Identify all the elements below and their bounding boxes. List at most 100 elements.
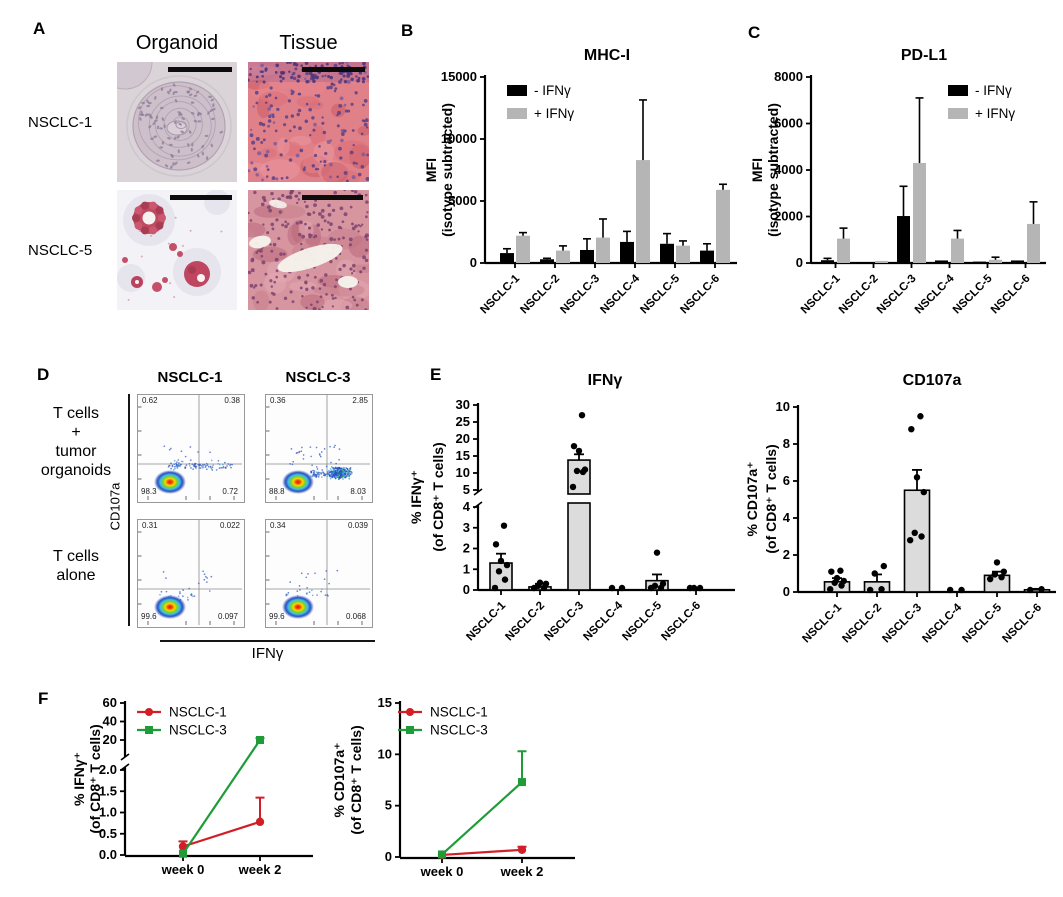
svg-text:PD-L1: PD-L1	[901, 47, 947, 64]
svg-text:NSCLC-1: NSCLC-1	[799, 272, 843, 316]
svg-text:5: 5	[463, 482, 470, 497]
panel-label-f: F	[38, 689, 49, 708]
svg-text:0.0: 0.0	[99, 847, 117, 862]
panel-label-b: B	[401, 21, 414, 40]
svg-text:30: 30	[456, 397, 470, 412]
scale-bar	[302, 67, 365, 72]
panel-label-d: D	[37, 365, 50, 384]
quadrant-value: 0.34	[270, 521, 286, 530]
flow-plot-nsclc1-alone: 0.31 0.022 99.6 0.097	[137, 519, 245, 628]
svg-text:1: 1	[463, 561, 470, 576]
svg-text:NSCLC-5: NSCLC-5	[960, 601, 1004, 645]
ifng-line-chart: 20 40 60 0.0 0.5 1.0 1.5 2.0 week 0 week 2 % IFNγ⁺…	[40, 690, 352, 897]
svg-text:15: 15	[378, 695, 392, 710]
svg-text:40: 40	[103, 714, 117, 729]
svg-text:% CD107a⁺: % CD107a⁺	[744, 461, 760, 536]
svg-text:0: 0	[783, 584, 790, 599]
svg-text:6000: 6000	[774, 116, 803, 131]
svg-text:NSCLC-5: NSCLC-5	[951, 272, 995, 316]
svg-text:NSCLC-4: NSCLC-4	[581, 599, 625, 643]
svg-text:week 0: week 0	[161, 862, 205, 877]
scale-bar	[168, 67, 232, 72]
svg-text:NSCLC-2: NSCLC-2	[837, 273, 881, 317]
svg-text:NSCLC-5: NSCLC-5	[620, 599, 664, 643]
flow-y-axis-label-cd107a: CD107a	[107, 482, 123, 531]
svg-text:10000: 10000	[441, 131, 477, 146]
svg-text:+ IFNγ: + IFNγ	[534, 106, 574, 121]
svg-text:(of CD8⁺ T cells): (of CD8⁺ T cells)	[87, 724, 103, 833]
svg-text:(of CD8⁺ T cells): (of CD8⁺ T cells)	[430, 442, 446, 551]
svg-text:IFNγ: IFNγ	[588, 372, 623, 389]
panel-label-a: A	[33, 19, 46, 38]
cd107a-scatter-bar-chart: 0 2 4 6 8 10 CD107a % CD107a⁺ (of CD8⁺ T cells) N…	[726, 358, 1063, 660]
quadrant-value: 0.31	[142, 521, 158, 530]
svg-text:+ IFNγ: + IFNγ	[975, 106, 1015, 121]
svg-text:2000: 2000	[774, 209, 803, 224]
svg-text:60: 60	[103, 695, 117, 710]
quadrant-value: 98.3	[141, 487, 157, 496]
quadrant-value: 0.36	[270, 396, 286, 405]
quadrant-value: 2.85	[352, 396, 368, 405]
svg-text:2: 2	[783, 547, 790, 562]
flow-plot-nsclc3-organoids: 0.36 2.85 88.8 8.03	[265, 394, 373, 503]
svg-text:week 2: week 2	[238, 862, 282, 877]
svg-text:20: 20	[103, 732, 117, 747]
quadrant-value: 0.039	[347, 521, 368, 530]
svg-text:8000: 8000	[774, 69, 803, 84]
svg-text:NSCLC-1: NSCLC-1	[478, 272, 522, 316]
svg-text:(of CD8⁺ T cells): (of CD8⁺ T cells)	[763, 444, 779, 553]
svg-text:NSCLC-3: NSCLC-3	[558, 273, 602, 317]
svg-text:2.0: 2.0	[99, 762, 117, 777]
quadrant-value: 99.6	[269, 612, 285, 621]
svg-text:0: 0	[463, 582, 470, 597]
svg-text:NSCLC-3: NSCLC-3	[430, 723, 488, 738]
panel-label-c: C	[748, 23, 761, 42]
quadrant-value: 0.097	[217, 612, 238, 621]
svg-text:4: 4	[783, 510, 791, 525]
quadrant-value: 99.6	[141, 612, 157, 621]
svg-text:15000: 15000	[441, 69, 477, 84]
svg-text:0: 0	[385, 849, 392, 864]
flow-x-axis-label-ifng: IFNγ	[251, 645, 284, 662]
histology-nsclc5-organoid	[117, 190, 237, 310]
svg-text:NSCLC-6: NSCLC-6	[989, 273, 1033, 317]
svg-text:NSCLC-3: NSCLC-3	[880, 602, 924, 646]
svg-text:1.5: 1.5	[99, 783, 117, 798]
svg-text:3: 3	[463, 520, 470, 535]
svg-text:NSCLC-2: NSCLC-2	[503, 600, 547, 644]
quadrant-value: 8.03	[350, 487, 366, 496]
quadrant-value: 0.38	[224, 396, 240, 405]
quadrant-value: 0.068	[345, 612, 366, 621]
svg-text:8: 8	[783, 436, 790, 451]
row-label-bracket	[128, 394, 130, 626]
svg-text:NSCLC-3: NSCLC-3	[875, 273, 919, 317]
svg-text:NSCLC-5: NSCLC-5	[638, 272, 682, 316]
svg-text:6: 6	[783, 473, 790, 488]
svg-text:0.5: 0.5	[99, 826, 117, 841]
svg-text:NSCLC-1: NSCLC-1	[430, 705, 488, 720]
ifng-scatter-bar-chart: 5 10 15 20 25 30 0 1 2 3 4 IFNγ % IFNγ⁺ (of CD8⁺ T ce…	[398, 358, 745, 660]
svg-text:NSCLC-1: NSCLC-1	[464, 599, 508, 643]
svg-text:10: 10	[378, 746, 392, 761]
svg-text:NSCLC-6: NSCLC-6	[678, 273, 722, 317]
svg-text:20: 20	[456, 431, 470, 446]
svg-text:% IFNγ⁺: % IFNγ⁺	[71, 752, 87, 806]
svg-text:4: 4	[463, 499, 471, 514]
condition-label-tcells-alone: T cells alone	[53, 548, 99, 584]
svg-text:5000: 5000	[448, 193, 477, 208]
svg-text:1.0: 1.0	[99, 805, 117, 820]
svg-text:CD107a: CD107a	[903, 372, 962, 389]
svg-text:4000: 4000	[774, 162, 803, 177]
svg-text:MFI: MFI	[749, 158, 765, 182]
flow-plot-nsclc3-alone: 0.34 0.039 99.6 0.068	[265, 519, 373, 628]
svg-text:% IFNγ⁺: % IFNγ⁺	[408, 470, 424, 524]
svg-text:MFI: MFI	[423, 158, 439, 182]
mhc1-bar-chart: 0 5000 10000 15000 MHC-I MFI (isotype subtract…	[400, 36, 750, 336]
svg-text:- IFNγ: - IFNγ	[534, 83, 571, 98]
svg-text:% CD107a⁺: % CD107a⁺	[331, 742, 347, 817]
svg-text:MHC-I: MHC-I	[584, 47, 630, 64]
svg-text:NSCLC-4: NSCLC-4	[598, 272, 642, 316]
svg-text:- IFNγ: - IFNγ	[975, 83, 1012, 98]
svg-text:0: 0	[796, 255, 803, 270]
panel-label-e: E	[430, 365, 442, 384]
